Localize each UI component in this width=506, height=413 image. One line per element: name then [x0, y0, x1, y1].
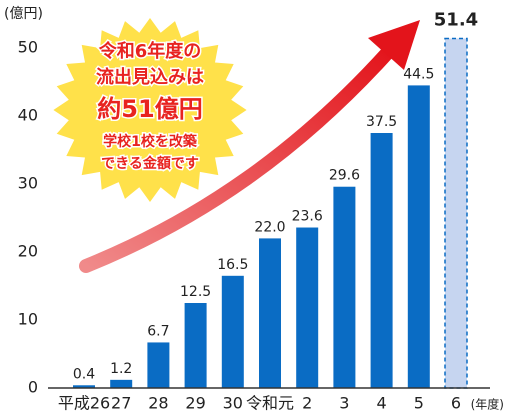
- value-label: 6.7: [147, 323, 169, 339]
- bar: [408, 85, 430, 388]
- x-unit: (年度): [471, 397, 504, 412]
- x-tick-label: 5: [414, 394, 424, 413]
- value-label: 23.6: [292, 209, 323, 225]
- annotation-line: 流出見込みは: [96, 66, 204, 88]
- x-tick-label: 3: [339, 394, 349, 413]
- bar: [147, 342, 169, 388]
- y-tick-label: 0: [28, 378, 38, 397]
- annotation-line: 約51億円: [97, 95, 202, 123]
- bar: [185, 303, 207, 388]
- bar: [110, 380, 132, 388]
- x-tick-label: 6: [451, 394, 461, 413]
- annotation-line: 学校1校を改築: [103, 133, 198, 150]
- value-label: 0.4: [73, 366, 95, 382]
- y-unit: (億円): [4, 6, 43, 22]
- bar: [371, 133, 393, 388]
- value-label: 51.4: [434, 9, 478, 30]
- bar: [445, 38, 467, 388]
- x-tick-label: 29: [185, 394, 205, 413]
- x-tick-label: 28: [148, 394, 168, 413]
- value-label: 22.0: [254, 219, 285, 235]
- x-tick-label: 平成26: [58, 394, 110, 413]
- annotation-line: 令和6年度の: [98, 40, 202, 62]
- x-tick-label: 27: [111, 394, 131, 413]
- x-tick-label: 4: [377, 394, 387, 413]
- bar: [333, 187, 355, 388]
- bar: [222, 276, 244, 388]
- bar: [296, 228, 318, 388]
- chart: (億円) (年度) 令和6年度の流出見込みは約51億円学校1校を改築できる金額で…: [0, 0, 506, 413]
- y-tick-label: 20: [18, 242, 38, 261]
- x-tick-label: 令和元: [246, 394, 294, 413]
- y-tick-label: 40: [18, 106, 38, 125]
- bar: [259, 238, 281, 388]
- value-label: 16.5: [217, 257, 248, 273]
- y-tick-label: 10: [18, 310, 38, 329]
- x-tick-label: 30: [223, 394, 243, 413]
- y-tick-label: 30: [18, 174, 38, 193]
- y-tick-label: 50: [18, 38, 38, 57]
- value-label: 29.6: [329, 168, 360, 184]
- x-tick-label: 2: [302, 394, 312, 413]
- annotation-line: できる金額です: [101, 155, 199, 172]
- value-label: 44.5: [403, 66, 434, 82]
- value-label: 12.5: [180, 284, 211, 300]
- value-label: 37.5: [366, 114, 397, 130]
- value-label: 1.2: [110, 361, 132, 377]
